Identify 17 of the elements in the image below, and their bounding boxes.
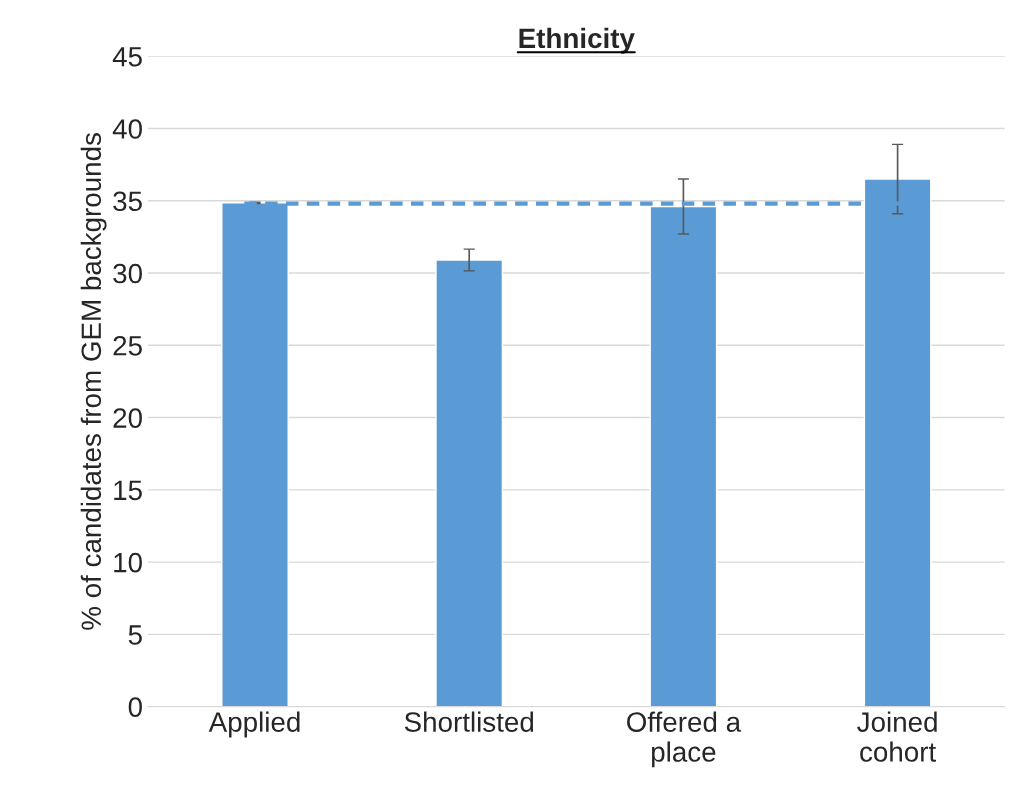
bar — [435, 259, 504, 707]
y-tick-label: 30 — [113, 263, 142, 284]
y-tick-label: 10 — [114, 552, 142, 573]
x-tick-label: Applied — [208, 711, 300, 738]
y-tick-label: 35 — [113, 191, 142, 212]
y-tick-label: 25 — [113, 335, 142, 356]
y-tick-label: 40 — [112, 119, 142, 139]
y-axis-title: % of candidates from GEM backgrounds — [80, 133, 107, 630]
y-tick-label: 5 — [128, 625, 142, 645]
y-tick-label: 0 — [128, 697, 142, 717]
y-tick-label: 15 — [114, 480, 142, 501]
chart-title: Ethnicity — [519, 27, 635, 54]
x-tick-label: Joined cohort — [857, 711, 937, 762]
x-tick-label: Offered a place — [627, 711, 742, 768]
y-tick-label: 45 — [112, 47, 142, 67]
y-tick-label: 20 — [113, 408, 142, 428]
x-tick-label: Shortlisted — [404, 711, 534, 732]
